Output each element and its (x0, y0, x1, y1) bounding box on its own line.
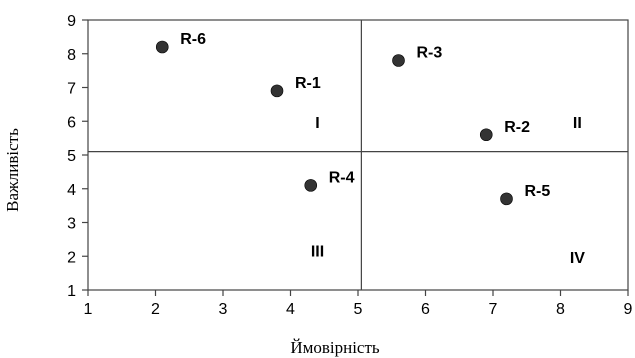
x-tick-label: 6 (421, 301, 430, 318)
point-label: R-4 (329, 169, 355, 186)
y-tick-label: 1 (67, 283, 76, 300)
axis-ticks: 1 2 3 4 5 6 7 8 9 1 2 3 4 5 6 7 8 9 (67, 13, 632, 318)
point-label: R-2 (504, 119, 530, 136)
x-tick-label: 5 (354, 301, 363, 318)
x-tick-label: 4 (286, 301, 295, 318)
x-tick-label: 1 (84, 301, 93, 318)
x-axis-title: Ймовірність (290, 338, 380, 357)
plot-border (87, 19, 629, 291)
point-label: R-5 (525, 183, 551, 200)
quadrant-label: IV (570, 250, 585, 267)
x-tick-label: 3 (219, 301, 228, 318)
quadrant-dividers (88, 20, 628, 290)
data-points: R-6 R-1 R-3 R-2 R-4 R-5 (155, 31, 551, 206)
point-label: R-3 (417, 45, 443, 62)
data-point (500, 192, 513, 206)
y-axis-title: Важливість (3, 128, 22, 212)
y-tick-label: 9 (67, 13, 76, 30)
y-tick-label: 7 (67, 81, 76, 98)
x-tick-label: 8 (556, 301, 565, 318)
point-label: R-1 (295, 75, 321, 92)
y-tick-label: 2 (67, 249, 76, 266)
data-point (155, 40, 169, 54)
y-tick-label: 5 (67, 148, 76, 165)
quadrant-label: II (573, 115, 582, 132)
x-tick-label: 7 (489, 301, 498, 318)
x-tick-label: 9 (624, 301, 633, 318)
y-tick-label: 8 (67, 47, 76, 64)
quadrant-label: I (315, 115, 319, 132)
data-point (270, 84, 284, 98)
data-point (304, 179, 318, 192)
y-tick-label: 4 (67, 182, 76, 199)
quadrant-label: III (311, 243, 324, 260)
plot-frame (87, 19, 629, 291)
y-tick-label: 3 (67, 216, 76, 233)
point-label: R-6 (180, 31, 206, 48)
data-point (392, 54, 405, 67)
x-tick-label: 2 (151, 301, 160, 318)
data-point (479, 128, 493, 142)
y-tick-label: 6 (67, 114, 76, 131)
